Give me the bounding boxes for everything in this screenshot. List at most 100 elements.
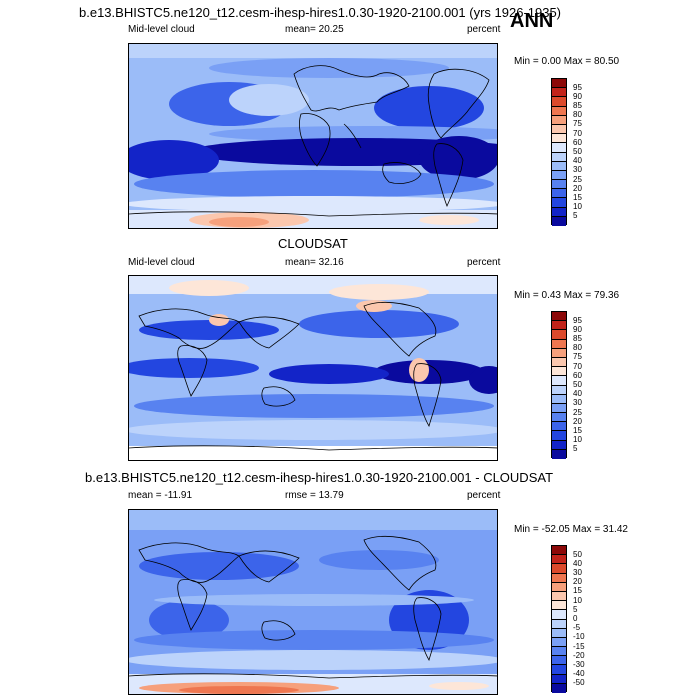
colorbar-level-label: 40	[573, 156, 582, 166]
colorbar-segment	[552, 413, 566, 423]
colorbar-segment	[552, 367, 566, 377]
colorbar-segment	[552, 431, 566, 441]
colorbar-segment	[552, 170, 566, 181]
colorbar-segment	[552, 321, 566, 331]
colorbar-level-label: 50	[573, 380, 582, 389]
panel1-map-svg	[129, 44, 497, 228]
panel2-colorbar	[551, 311, 567, 459]
panel1-variable-label: Mid-level cloud	[128, 24, 195, 35]
colorbar-level-label: 0	[573, 614, 578, 623]
colorbar-segment	[552, 152, 566, 162]
colorbar-level-label: 10	[573, 202, 582, 212]
colorbar-level-label: 40	[573, 389, 582, 399]
colorbar-level-label: 30	[573, 568, 582, 578]
colorbar-level-label: 25	[573, 407, 582, 417]
colorbar-segment	[552, 189, 566, 199]
colorbar-segment	[552, 665, 566, 675]
colorbar-segment	[552, 601, 566, 611]
colorbar-segment	[552, 106, 566, 116]
colorbar-level-label: -30	[573, 659, 585, 669]
colorbar-level-label: 85	[573, 101, 582, 111]
colorbar-segment	[552, 610, 566, 620]
season-label: ANN	[510, 10, 554, 32]
panel2-map-svg	[129, 276, 497, 460]
colorbar-segment	[552, 124, 566, 135]
colorbar-level-label: 70	[573, 128, 582, 138]
panel2-map	[128, 275, 498, 461]
colorbar-segment	[552, 312, 566, 322]
panel1-map	[128, 43, 498, 229]
colorbar-level-label: 15	[573, 425, 582, 435]
colorbar-level-label: 50	[573, 147, 582, 156]
colorbar-level-label: 15	[573, 586, 582, 596]
colorbar-level-label: 5	[573, 444, 578, 454]
colorbar-segment	[552, 564, 566, 574]
panel3-rmse-label: rmse = 13.79	[285, 490, 344, 501]
colorbar-segment	[552, 88, 566, 98]
colorbar-segment	[552, 591, 566, 602]
panel1-colorbar	[551, 78, 567, 226]
colorbar-segment	[552, 555, 566, 565]
colorbar-segment	[552, 97, 566, 107]
panel2-units-label: percent	[467, 257, 501, 268]
panel2-minmax-label: Min = 0.43 Max = 79.36	[514, 290, 620, 301]
colorbar-level-label: 30	[573, 398, 582, 408]
colorbar-segment	[552, 348, 566, 358]
colorbar-level-label: 20	[573, 183, 582, 193]
panel1-minmax-label: Min = 0.00 Max = 80.50	[514, 56, 620, 67]
colorbar-segment	[552, 637, 566, 648]
colorbar-segment	[552, 628, 566, 638]
colorbar-level-label: 10	[573, 435, 582, 445]
colorbar-level-label: 15	[573, 192, 582, 202]
colorbar-level-label: -5	[573, 623, 581, 633]
colorbar-segment	[552, 403, 566, 414]
colorbar-segment	[552, 647, 566, 657]
colorbar-level-label: 20	[573, 577, 582, 587]
panel3-map	[128, 509, 498, 695]
colorbar-level-label: -15	[573, 641, 585, 651]
panel3-mean-label: mean = -11.91	[128, 490, 193, 501]
colorbar-level-label: 75	[573, 119, 582, 129]
colorbar-segment	[552, 449, 566, 459]
colorbar-segment	[552, 656, 566, 666]
colorbar-level-label: 30	[573, 165, 582, 175]
panel3-units-label: percent	[467, 490, 501, 501]
colorbar-segment	[552, 573, 566, 583]
colorbar-segment	[552, 683, 566, 693]
colorbar-level-label: 25	[573, 174, 582, 184]
panel2-variable-label: Mid-level cloud	[128, 257, 195, 268]
colorbar-segment	[552, 546, 566, 556]
colorbar-level-label: 50	[573, 549, 582, 559]
colorbar-level-label: -10	[573, 632, 585, 642]
colorbar-segment	[552, 385, 566, 395]
colorbar-level-label: -40	[573, 669, 585, 679]
panel1-units-label: percent	[467, 24, 501, 35]
colorbar-level-label: 80	[573, 343, 582, 353]
panel3-colorbar	[551, 545, 567, 693]
colorbar-segment	[552, 394, 566, 404]
colorbar-segment	[552, 207, 566, 217]
panel3-map-svg	[129, 510, 497, 694]
colorbar-level-label: 85	[573, 334, 582, 344]
colorbar-level-label: 95	[573, 315, 582, 325]
colorbar-segment	[552, 115, 566, 125]
panel1-title: b.e13.BHISTC5.ne120_t12.cesm-ihesp-hires…	[79, 5, 562, 20]
colorbar-segment	[552, 134, 566, 144]
colorbar-segment	[552, 674, 566, 684]
panel3-title: b.e13.BHISTC5.ne120_t12.cesm-ihesp-hires…	[85, 470, 554, 485]
colorbar-segment	[552, 339, 566, 349]
colorbar-level-label: 90	[573, 324, 582, 334]
colorbar-level-label: 70	[573, 361, 582, 371]
colorbar-segment	[552, 198, 566, 208]
colorbar-level-label: 60	[573, 137, 582, 147]
colorbar-segment	[552, 180, 566, 190]
colorbar-level-label: 75	[573, 352, 582, 362]
colorbar-segment	[552, 79, 566, 89]
colorbar-level-label: 5	[573, 211, 578, 221]
panel2-title: CLOUDSAT	[278, 236, 348, 251]
colorbar-segment	[552, 161, 566, 171]
colorbar-level-label: 5	[573, 604, 578, 614]
colorbar-segment	[552, 440, 566, 450]
colorbar-segment	[552, 357, 566, 368]
panel2-mean-label: mean= 32.16	[285, 257, 344, 268]
